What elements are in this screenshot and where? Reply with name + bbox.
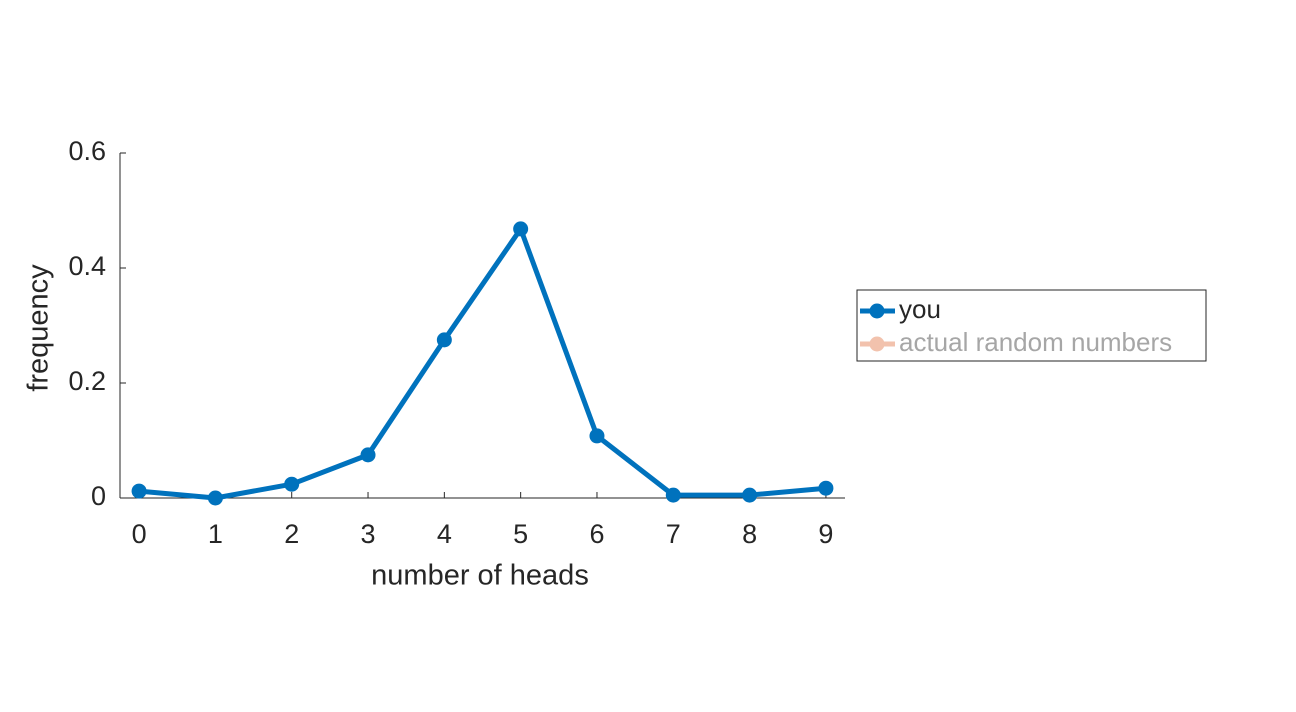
y-tick-label: 0.4 xyxy=(68,251,106,281)
series-line xyxy=(138,226,827,501)
data-point xyxy=(207,490,223,506)
data-point xyxy=(665,487,681,503)
legend-marker xyxy=(869,303,885,319)
x-tick-label: 6 xyxy=(589,519,604,549)
x-tick-label: 7 xyxy=(666,519,681,549)
data-point xyxy=(284,476,300,492)
legend-label: you xyxy=(899,294,941,324)
legend-marker xyxy=(869,336,885,352)
data-point xyxy=(513,221,529,237)
x-tick-label: 2 xyxy=(284,519,299,549)
x-tick-label: 1 xyxy=(208,519,223,549)
y-tick-label: 0.2 xyxy=(68,366,106,396)
data-point xyxy=(360,447,376,463)
data-point xyxy=(131,483,147,499)
legend-label: actual random numbers xyxy=(899,327,1172,357)
x-tick-label: 9 xyxy=(818,519,833,549)
data-point xyxy=(589,428,605,444)
y-tick-label: 0.6 xyxy=(68,136,106,166)
x-tick-label: 4 xyxy=(437,519,452,549)
x-tick-label: 0 xyxy=(132,519,147,549)
legend-box xyxy=(856,289,1207,362)
x-axis-label: number of heads xyxy=(371,560,589,592)
data-point xyxy=(818,480,834,496)
data-point xyxy=(742,487,758,503)
x-tick-label: 3 xyxy=(361,519,376,549)
y-tick-label: 0 xyxy=(91,481,106,511)
y-axis-label: frequency xyxy=(23,264,55,392)
x-tick-label: 5 xyxy=(513,519,528,549)
data-point xyxy=(436,332,452,348)
x-tick-label: 8 xyxy=(742,519,757,549)
